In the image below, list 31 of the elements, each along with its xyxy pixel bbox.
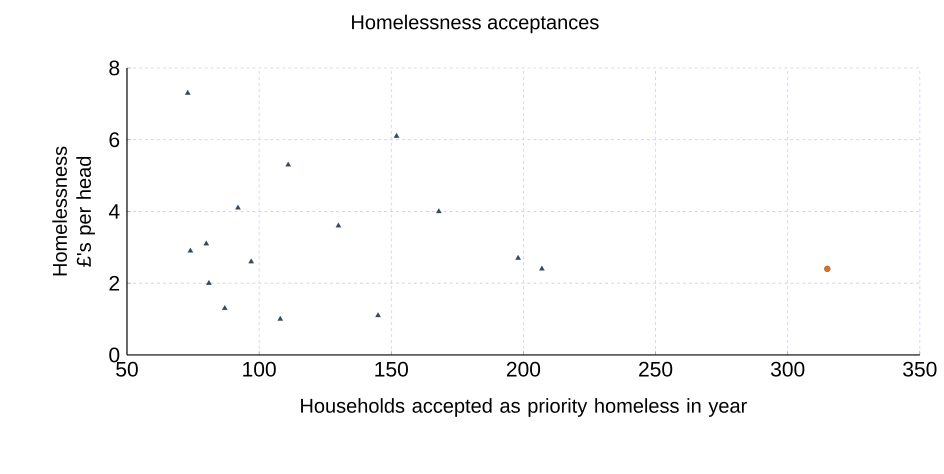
- y-tick-label: 8: [109, 60, 120, 76]
- point: [277, 316, 284, 321]
- x-tick-label: 150: [375, 362, 408, 377]
- y-tick-label: 6: [110, 132, 120, 148]
- x-tick-label: 200: [506, 362, 540, 377]
- point: [248, 258, 254, 264]
- point: [336, 222, 342, 228]
- x-tick-label: 350: [903, 362, 937, 377]
- point: [222, 305, 228, 310]
- y-tick-label: 0: [109, 348, 120, 362]
- point: [206, 280, 212, 285]
- point: [188, 248, 194, 253]
- point: [539, 266, 545, 271]
- point: [375, 312, 381, 318]
- point: [285, 162, 291, 167]
- x-tick-label: 50: [116, 362, 138, 377]
- point: [394, 132, 400, 138]
- y-tick-label: 4: [108, 204, 120, 219]
- point: [184, 90, 191, 95]
- y-tick-label: 2: [110, 276, 120, 291]
- x-tick-label: 250: [639, 362, 672, 377]
- chart-title: Homelessness acceptances: [352, 14, 599, 34]
- x-axis-title: Households accepted as priority homeless in year: [301, 398, 747, 417]
- point: [824, 266, 831, 272]
- point: [235, 204, 241, 210]
- point: [436, 208, 442, 214]
- x-tick-label: 100: [243, 362, 276, 377]
- point: [203, 240, 210, 246]
- point: [515, 254, 521, 260]
- x-tick-label: 300: [770, 362, 804, 377]
- y-axis-title: Homelessness £'s per head: [52, 146, 95, 276]
